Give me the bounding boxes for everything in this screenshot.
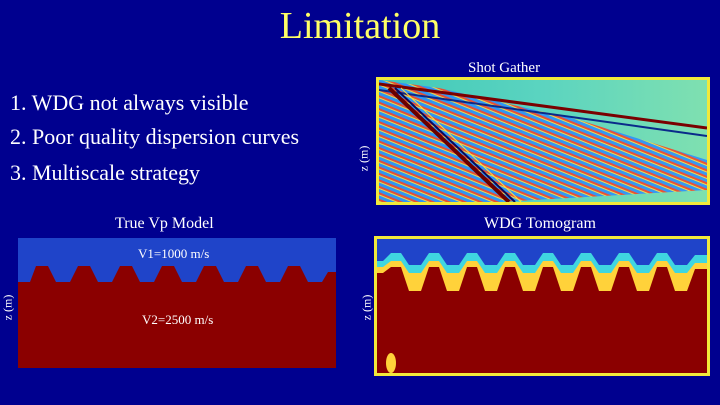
- bullet-item-2: 2. Poor quality dispersion curves: [10, 124, 300, 149]
- true-vp-model-panel: [18, 238, 336, 368]
- v2-annotation: V2=2500 m/s: [142, 312, 214, 327]
- wdg-tomogram-panel: [374, 236, 710, 376]
- true-vp-model-title: True Vp Model: [115, 215, 214, 232]
- wdg-tomogram-ylabel: z (m): [359, 294, 374, 321]
- shot-gather-image: [379, 80, 707, 202]
- shot-gather-ylabel: z (m): [356, 145, 371, 172]
- slide-title: Limitation: [279, 5, 441, 47]
- true-vp-model-image: [18, 266, 336, 368]
- wdg-tomogram-title: WDG Tomogram: [484, 215, 596, 232]
- shot-gather-panel: [376, 77, 710, 205]
- v1-annotation: V1=1000 m/s: [138, 246, 210, 261]
- shot-gather-title: Shot Gather: [468, 60, 541, 76]
- wdg-tomogram-image: [377, 239, 707, 373]
- bullet-item-1: 1. WDG not always visible: [10, 90, 249, 115]
- true-vp-model-ylabel: z (m): [0, 294, 15, 321]
- bullet-item-3: 3. Multiscale strategy: [10, 160, 201, 185]
